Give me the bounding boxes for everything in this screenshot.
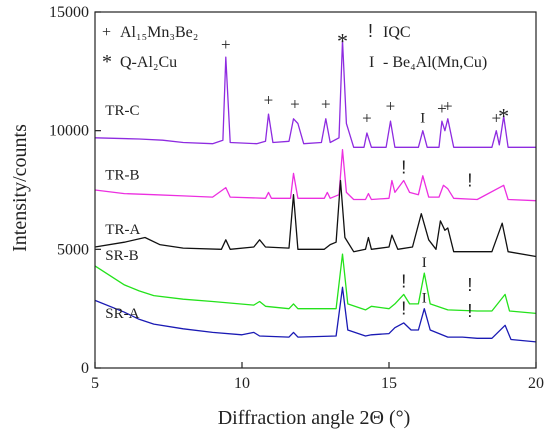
y-tick-label: 0 [81,360,89,377]
series-label-tr-c: TR-C [105,103,139,119]
series-line-sr-b [94,253,537,315]
x-tick-label: 10 [234,375,250,392]
peak-marker-plus: + [221,35,231,54]
legend-text-be4al: - Be₄Al(Mn,Cu) [383,54,487,71]
peak-marker-plus: + [290,94,300,113]
peak-marker-excl: ! [467,275,472,295]
peak-marker-star: * [337,29,348,54]
peak-marker-star: * [498,103,509,128]
peak-marker-i: I [422,255,427,271]
peak-marker-plus: + [321,94,331,113]
peak-marker-plus: + [443,97,453,116]
peak-marker-excl: ! [467,170,472,190]
plot-frame [94,11,537,369]
legend-symbol-excl: ! [368,21,373,41]
series-label-sr-b: SR-B [105,248,138,264]
peak-marker-plus: + [437,99,447,118]
series-label-tr-a: TR-A [105,222,140,238]
peak-marker-plus: + [264,91,274,110]
series-line-tr-c [94,39,536,148]
legend-text-iqc: IQC [383,24,411,41]
series-label-sr-a: SR-A [105,306,139,322]
peak-marker-excl: ! [401,299,406,319]
series-line-tr-a [94,179,537,258]
peak-marker-plus: + [362,109,372,128]
series-line-sr-a [94,286,537,343]
x-tick-label: 5 [91,375,99,392]
peak-marker-layer: ++ + +*++I+++*!!!I!! I! [221,29,509,321]
peak-marker-excl: ! [401,157,406,177]
y-tick-label: 5000 [57,241,89,258]
peak-marker-plus: + [492,109,502,128]
x-tick-label: 20 [528,375,544,392]
y-tick-label: 15000 [49,4,89,21]
series-label-tr-b: TR-B [105,167,139,183]
legend-symbol-star: * [102,51,112,73]
legend-text-q-al2cu: Q-Al₂Cu [120,54,177,71]
peak-marker-i: I [422,291,427,307]
peak-marker-excl: ! [401,271,406,291]
x-axis-title: Diffraction angle 2Θ (°) [218,407,411,429]
peak-marker-excl: ! [467,301,472,321]
series-layer [94,39,537,343]
series-line-tr-b [94,149,537,202]
x-tick-label: 15 [381,375,397,392]
legend-symbol-plus: + [102,24,111,41]
peak-marker-i: I [420,110,425,126]
y-axis-title: Intensity/counts [9,124,31,252]
legend-text-al15mn3be2: Al₁₅Mn₃Be₂ [120,24,198,41]
legend-symbol-i: I [369,54,374,71]
y-tick-label: 10000 [49,123,89,140]
tick-layer: 5 10 15 20 0 5000 10000 15000 [49,4,544,392]
series-label-layer: TR-C TR-B TR-A SR-B SR-A [105,103,140,322]
peak-marker-plus: + [386,97,396,116]
legend: + Al₁₅Mn₃Be₂ * Q-Al₂Cu ! IQC I - Be₄Al(M… [102,21,487,73]
